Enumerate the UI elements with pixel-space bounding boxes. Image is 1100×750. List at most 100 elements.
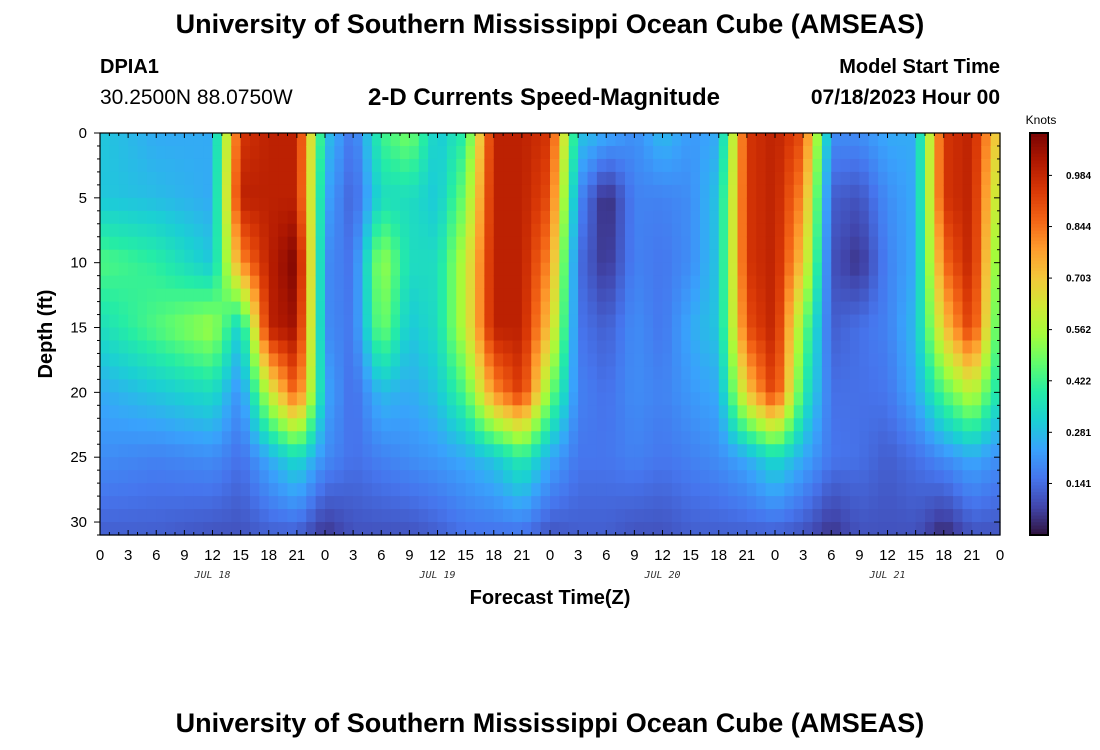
heatmap-cell: [503, 301, 514, 316]
heatmap-cell: [456, 210, 467, 225]
heatmap-cell: [240, 444, 251, 458]
heatmap-cell: [587, 496, 598, 510]
heatmap-cell: [737, 379, 748, 393]
heatmap-cell: [325, 496, 335, 510]
heatmap-cell: [137, 301, 148, 316]
heatmap-cell: [287, 314, 298, 329]
heatmap-cell: [531, 197, 542, 212]
heatmap-cell: [325, 483, 335, 497]
heatmap-cell: [606, 210, 617, 225]
heatmap-cell: [653, 288, 664, 303]
heatmap-cell: [409, 522, 420, 536]
heatmap-cell: [296, 133, 307, 147]
heatmap-cell: [165, 171, 176, 186]
heatmap-cell: [512, 275, 523, 290]
heatmap-cell: [831, 392, 842, 406]
heatmap-cell: [868, 366, 879, 380]
heatmap-cell: [915, 418, 926, 432]
colorbar-swatch: [1030, 246, 1048, 251]
heatmap-cell: [362, 158, 373, 173]
heatmap-cell: [953, 145, 964, 160]
heatmap-cell: [643, 457, 654, 471]
heatmap-cell: [850, 366, 860, 380]
heatmap-cell: [850, 223, 860, 238]
heatmap-cell: [540, 327, 551, 342]
heatmap-cell: [353, 301, 364, 316]
heatmap-cell: [775, 301, 785, 316]
heatmap-cell: [943, 340, 954, 355]
heatmap-cell: [343, 223, 354, 238]
heatmap-cell: [259, 197, 270, 212]
heatmap-cell: [390, 249, 401, 264]
heatmap-cell: [718, 483, 729, 497]
heatmap-cell: [625, 457, 635, 471]
heatmap-cell: [437, 353, 448, 368]
heatmap-cell: [512, 483, 523, 497]
heatmap-cell: [409, 314, 420, 329]
heatmap-cell: [296, 158, 307, 173]
heatmap-cell: [803, 483, 814, 497]
heatmap-cell: [278, 197, 289, 212]
heatmap-cell: [212, 158, 223, 173]
heatmap-cell: [756, 431, 767, 445]
heatmap-cell: [634, 340, 645, 355]
heatmap-cell: [400, 223, 410, 238]
heatmap-cell: [100, 236, 110, 251]
heatmap-cell: [381, 405, 392, 419]
heatmap-cell: [343, 496, 354, 510]
heatmap-cell: [943, 496, 954, 510]
heatmap-cell: [437, 366, 448, 380]
colorbar-swatch: [1030, 444, 1048, 449]
heatmap-cell: [118, 249, 129, 264]
heatmap-cell: [850, 522, 860, 536]
heatmap-cell: [690, 496, 701, 510]
heatmap-cell: [465, 210, 476, 225]
heatmap-cell: [287, 288, 298, 303]
heatmap-cell: [878, 223, 889, 238]
heatmap-cell: [859, 197, 870, 212]
heatmap-cell: [175, 236, 185, 251]
heatmap-cell: [887, 145, 898, 160]
heatmap-cell: [128, 431, 139, 445]
heatmap-cell: [578, 171, 589, 186]
heatmap-cell: [446, 496, 457, 510]
heatmap-cell: [990, 249, 1001, 264]
heatmap-cell: [662, 197, 673, 212]
heatmap-cell: [559, 483, 570, 497]
heatmap-cell: [306, 145, 317, 160]
heatmap-cell: [259, 210, 270, 225]
heatmap-cell: [953, 522, 964, 536]
heatmap-cell: [296, 379, 307, 393]
heatmap-cell: [531, 509, 542, 523]
heatmap-cell: [484, 483, 495, 497]
heatmap-cell: [465, 457, 476, 471]
y-tick-label: 30: [70, 514, 87, 531]
heatmap-cell: [887, 158, 898, 173]
heatmap-cell: [343, 470, 354, 484]
heatmap-cell: [925, 431, 935, 445]
heatmap-cell: [503, 262, 514, 277]
heatmap-cell: [803, 457, 814, 471]
heatmap-cell: [287, 158, 298, 173]
heatmap-cell: [756, 509, 767, 523]
heatmap-cell: [962, 405, 973, 419]
heatmap-cell: [212, 496, 223, 510]
heatmap-cell: [456, 366, 467, 380]
heatmap-cell: [934, 496, 945, 510]
heatmap-cell: [578, 366, 589, 380]
heatmap-cell: [353, 483, 364, 497]
heatmap-cell: [981, 470, 992, 484]
heatmap-cell: [775, 431, 785, 445]
heatmap-cell: [503, 392, 514, 406]
heatmap-cell: [906, 184, 917, 199]
heatmap-cell: [203, 444, 214, 458]
heatmap-cell: [915, 470, 926, 484]
heatmap-cell: [400, 197, 410, 212]
heatmap-cell: [371, 496, 382, 510]
heatmap-cell: [146, 184, 157, 199]
heatmap-cell: [343, 418, 354, 432]
heatmap-cell: [165, 314, 176, 329]
heatmap-cell: [503, 158, 514, 173]
heatmap-cell: [821, 275, 832, 290]
colorbar-swatch: [1030, 514, 1048, 519]
